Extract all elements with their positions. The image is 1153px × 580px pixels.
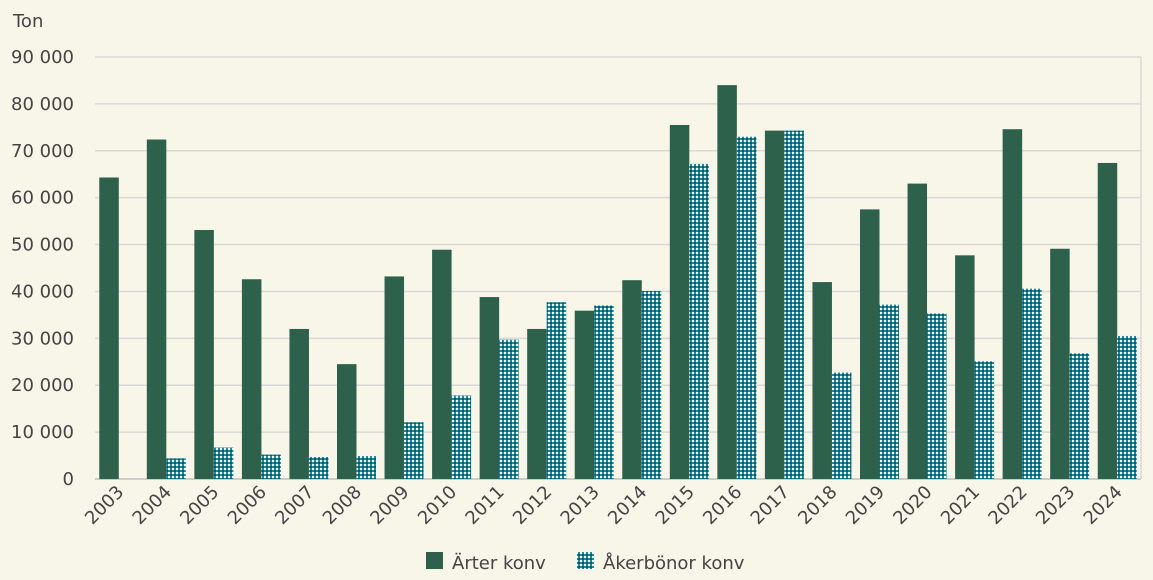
x-tick-label: 2023: [1032, 482, 1079, 529]
x-tick-label: 2011: [461, 482, 508, 529]
x-tick-label: 2018: [794, 482, 841, 529]
bar-akerbonor-konv-2004: [166, 458, 186, 479]
bar-akerbonor-konv-2014: [641, 290, 662, 479]
x-tick-label: 2012: [509, 482, 556, 529]
bar-akerbonor-konv-2007: [308, 456, 329, 479]
bar-arter-konv-2021: [955, 255, 975, 479]
x-tick-label: 2022: [984, 482, 1031, 529]
bar-arter-konv-2014: [622, 280, 642, 479]
x-tick-label: 2003: [81, 482, 128, 529]
bars: [99, 85, 1137, 480]
bar-akerbonor-konv-2009: [404, 422, 424, 479]
bar-arter-konv-2024: [1097, 162, 1118, 480]
bar-arter-konv-2012: [527, 328, 547, 479]
bar-akerbonor-konv-2018: [831, 372, 852, 479]
bar-arter-konv-2020: [907, 183, 928, 479]
x-tick-label: 2004: [129, 482, 176, 529]
bar-arter-konv-2013: [574, 310, 595, 479]
bar-arter-konv-2011: [479, 297, 500, 479]
bar-akerbonor-konv-2021: [974, 361, 995, 479]
bar-arter-konv-2003: [99, 177, 119, 479]
y-tick-label: 20 000: [11, 375, 74, 396]
x-tick-label: 2013: [557, 482, 604, 529]
x-tick-labels: 2003 2004 2005 2006 2007 2008 2009 2010 2011 2012…: [81, 482, 1127, 529]
x-tick-label: 2017: [747, 482, 794, 529]
bar-arter-konv-2010: [432, 249, 452, 479]
y-tick-label: 60 000: [11, 188, 74, 209]
y-tick-label: 80 000: [11, 94, 74, 115]
bar-akerbonor-konv-2015: [689, 163, 709, 479]
bar-arter-konv-2004: [146, 139, 167, 479]
bar-akerbonor-konv-2012: [546, 302, 567, 479]
y-tick-label: 10 000: [11, 422, 74, 443]
legend-label-akerbonor-konv: Åkerbönor konv: [603, 552, 745, 574]
bar-arter-konv-2006: [241, 279, 262, 479]
x-tick-label: 2007: [271, 482, 318, 529]
x-tick-label: 2006: [224, 482, 271, 529]
bar-akerbonor-konv-2008: [356, 456, 376, 479]
bar-akerbonor-konv-2011: [499, 339, 519, 479]
x-tick-label: 2024: [1080, 482, 1127, 529]
y-tick-label: 90 000: [11, 47, 74, 68]
bar-akerbonor-konv-2016: [736, 136, 757, 479]
x-tick-label: 2008: [319, 482, 366, 529]
y-tick-label: 0: [63, 469, 74, 490]
bar-arter-konv-2023: [1050, 248, 1070, 479]
bar-arter-konv-2016: [717, 85, 737, 479]
x-tick-label: 2020: [889, 482, 936, 529]
x-tick-label: 2009: [366, 482, 413, 529]
gridlines: [95, 56, 1142, 480]
x-tick-label: 2014: [604, 482, 651, 529]
bar-arter-konv-2019: [860, 209, 880, 479]
legend-swatch-akerbonor-konv: [577, 552, 594, 569]
x-tick-label: 2015: [652, 482, 699, 529]
y-tick-label: 70 000: [11, 141, 74, 162]
bar-akerbonor-konv-2022: [1022, 288, 1042, 479]
bar-akerbonor-konv-2013: [594, 305, 614, 479]
y-tick-labels: 0 10 000 20 000 30 000 40 000 50 000 60 000 70 …: [11, 47, 74, 490]
x-tick-label: 2010: [414, 482, 461, 529]
bar-arter-konv-2008: [337, 364, 357, 479]
legend-label-arter-konv: Ärter konv: [452, 553, 546, 574]
legend-swatch-arter-konv: [426, 552, 443, 569]
bar-akerbonor-konv-2023: [1069, 353, 1090, 479]
bar-akerbonor-konv-2024: [1117, 335, 1137, 479]
legend: Ärter konv Åkerbönor konv: [426, 552, 745, 574]
x-tick-label: 2021: [937, 482, 984, 529]
bar-akerbonor-konv-2020: [927, 313, 947, 479]
bar-arter-konv-2018: [812, 282, 832, 479]
bar-arter-konv-2009: [384, 276, 405, 479]
bar-akerbonor-konv-2005: [213, 447, 234, 479]
bar-arter-konv-2015: [669, 124, 690, 479]
bar-akerbonor-konv-2006: [261, 454, 281, 479]
y-axis-title: Ton: [12, 11, 43, 32]
bar-akerbonor-konv-2017: [784, 130, 804, 480]
y-tick-label: 30 000: [11, 328, 74, 349]
bar-akerbonor-konv-2010: [451, 395, 472, 479]
x-tick-label: 2019: [842, 482, 889, 529]
bar-arter-konv-2022: [1002, 129, 1023, 479]
bar-akerbonor-konv-2019: [879, 304, 899, 479]
y-tick-label: 40 000: [11, 281, 74, 302]
bar-arter-konv-2005: [194, 230, 214, 479]
y-tick-label: 50 000: [11, 235, 74, 256]
bar-arter-konv-2007: [289, 328, 309, 479]
x-tick-label: 2016: [699, 482, 746, 529]
x-tick-label: 2005: [176, 482, 223, 529]
bar-arter-konv-2017: [764, 130, 785, 480]
